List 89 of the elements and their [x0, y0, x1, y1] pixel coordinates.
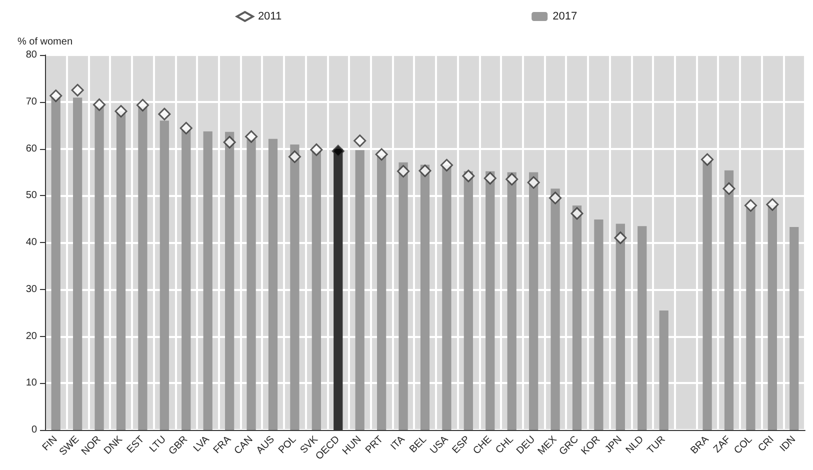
point — [245, 130, 258, 143]
bar — [51, 97, 60, 430]
point — [570, 207, 584, 220]
point — [418, 164, 432, 178]
bar — [659, 310, 668, 430]
point — [549, 192, 562, 204]
point — [440, 158, 453, 172]
y-tick-label: 0 — [31, 424, 38, 436]
x-tick-label: ITA — [388, 434, 408, 452]
bar — [464, 171, 473, 430]
point — [462, 170, 475, 182]
legend-label: 2011 — [258, 10, 282, 22]
x-tick-label: LVA — [192, 434, 212, 454]
point — [397, 165, 410, 178]
point — [701, 153, 714, 166]
y-axis-title: % of women — [17, 36, 73, 48]
bar — [746, 207, 756, 430]
bar — [790, 227, 799, 430]
x-tick-label: CRI — [756, 434, 776, 454]
x-tick-label: POL — [276, 434, 299, 456]
bar — [507, 172, 516, 430]
y-tick-label: 60 — [26, 143, 38, 154]
point — [50, 90, 62, 102]
point — [766, 198, 779, 211]
bar — [702, 160, 712, 430]
point — [93, 98, 106, 111]
point — [614, 232, 627, 244]
bar — [616, 224, 625, 430]
bar — [225, 132, 234, 430]
bar — [594, 220, 604, 430]
bar — [638, 226, 647, 430]
y-tick-label: 30 — [26, 284, 38, 295]
bar — [572, 205, 582, 430]
point — [310, 143, 323, 156]
point — [71, 84, 84, 96]
bar — [73, 98, 82, 430]
bar — [246, 139, 256, 430]
bar — [550, 188, 560, 430]
point — [506, 172, 518, 186]
point — [484, 172, 496, 185]
bar — [268, 138, 278, 430]
x-tick-label: IDN — [778, 434, 798, 454]
x-tick-label: BRA — [688, 434, 712, 456]
bar — [768, 205, 777, 430]
y-tick-label: 10 — [26, 378, 38, 389]
point — [722, 182, 736, 195]
point — [744, 199, 757, 212]
point — [158, 108, 171, 120]
bar — [182, 130, 191, 430]
point — [332, 144, 344, 158]
bar — [420, 164, 430, 430]
point — [180, 122, 192, 134]
point — [136, 98, 149, 112]
bar — [116, 111, 126, 430]
x-tick-label: JPN — [603, 434, 624, 456]
bar — [486, 171, 495, 430]
x-tick-label: USA — [428, 434, 451, 456]
bar — [529, 172, 538, 430]
legend-label: 2017 — [552, 10, 578, 22]
x-tick-label: CHL — [494, 434, 516, 456]
point — [527, 176, 540, 189]
y-tick-label: 40 — [26, 237, 38, 248]
point — [354, 134, 366, 148]
y-tick-label: 20 — [26, 330, 38, 342]
bar — [160, 120, 169, 430]
bar — [724, 170, 734, 430]
y-tick-label: 80 — [26, 50, 38, 60]
x-tick-label: BEL — [408, 434, 430, 456]
bar — [312, 151, 321, 430]
bar — [138, 106, 148, 430]
y-tick-label: 50 — [26, 190, 38, 202]
x-tick-label: FIN — [40, 434, 60, 454]
point — [288, 150, 301, 163]
x-tick-label: LTU — [148, 434, 168, 455]
bar — [398, 162, 408, 430]
bar — [94, 106, 104, 430]
x-tick-label: FRA — [212, 434, 234, 456]
y-tick-label: 70 — [26, 96, 38, 108]
bar — [203, 131, 212, 430]
bar — [377, 156, 386, 430]
x-tick-label: NLD — [624, 434, 646, 456]
bar — [355, 150, 364, 430]
x-tick-label: COL — [732, 434, 755, 456]
bar — [442, 165, 452, 430]
point — [375, 148, 388, 161]
x-tick-label: TUR — [645, 434, 668, 456]
point — [223, 136, 236, 148]
bar — [290, 144, 300, 430]
point — [114, 105, 128, 118]
